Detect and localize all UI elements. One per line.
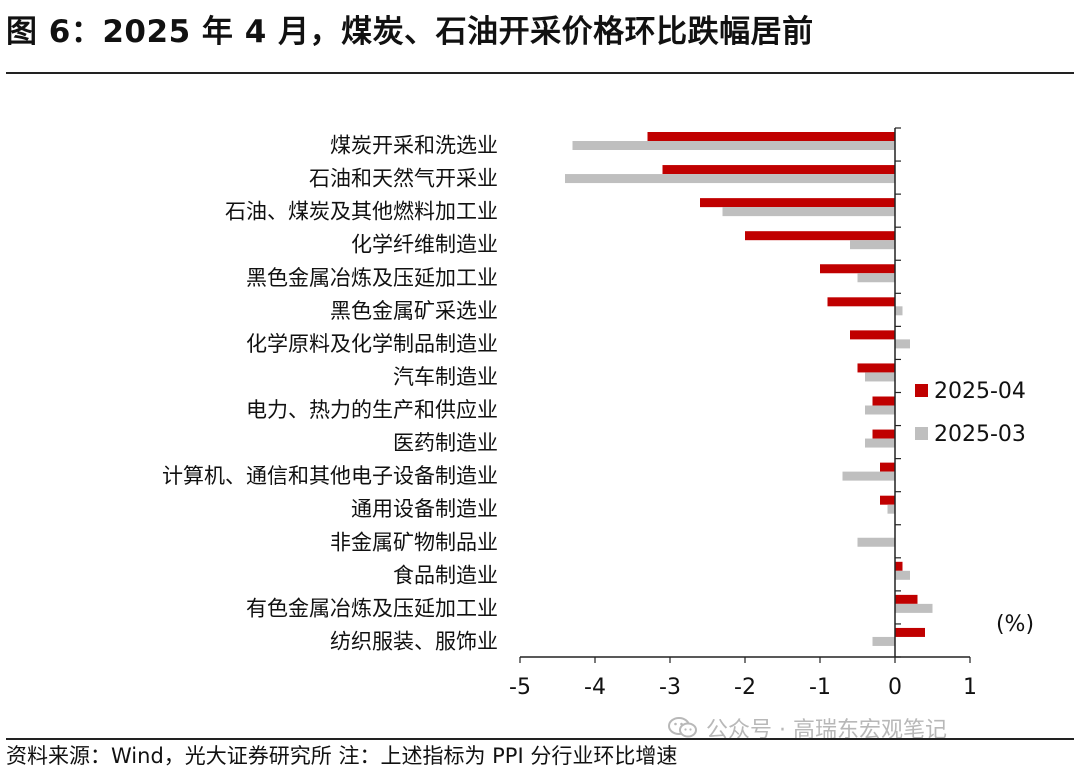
bar-2025-03 bbox=[850, 240, 895, 250]
bar-2025-03 bbox=[722, 207, 895, 217]
bar-2025-04 bbox=[880, 462, 895, 472]
category-label: 化学纤维制造业 bbox=[351, 233, 498, 257]
bar-2025-04 bbox=[745, 231, 895, 241]
bar-2025-04 bbox=[850, 330, 895, 340]
bar-2025-04 bbox=[895, 561, 903, 571]
category-label: 计算机、通信和其他电子设备制造业 bbox=[162, 464, 498, 488]
category-label: 非金属矿物制品业 bbox=[330, 530, 498, 554]
bar-2025-03 bbox=[865, 405, 895, 415]
category-label: 石油、煤炭及其他燃料加工业 bbox=[225, 200, 498, 224]
bar-2025-03 bbox=[572, 141, 895, 150]
wechat-icon bbox=[668, 716, 698, 740]
legend-swatch bbox=[915, 427, 928, 440]
category-label: 电力、热力的生产和供应业 bbox=[246, 398, 498, 422]
bar-2025-03 bbox=[857, 273, 895, 283]
bar-2025-04 bbox=[895, 594, 918, 604]
bar-2025-04 bbox=[857, 363, 895, 373]
bar-2025-03 bbox=[895, 603, 933, 613]
category-label: 石油和天然气开采业 bbox=[309, 167, 498, 191]
category-label: 食品制造业 bbox=[393, 563, 498, 587]
x-tick-label: -1 bbox=[809, 675, 831, 700]
x-tick-label: -5 bbox=[509, 675, 531, 700]
bar-2025-04 bbox=[827, 297, 895, 307]
category-label: 纺织服装、服饰业 bbox=[330, 629, 498, 653]
bar-2025-04 bbox=[700, 198, 895, 208]
legend-label: 2025-04 bbox=[934, 379, 1026, 404]
x-tick-label: -3 bbox=[659, 675, 681, 700]
bar-2025-03 bbox=[842, 471, 895, 481]
category-label: 通用设备制造业 bbox=[351, 497, 498, 521]
bar-2025-03 bbox=[865, 372, 895, 382]
category-label: 煤炭开采和洗选业 bbox=[330, 134, 498, 158]
bar-2025-04 bbox=[662, 165, 895, 175]
x-tick-label: -4 bbox=[584, 675, 606, 700]
category-label: 有色金属冶炼及压延加工业 bbox=[246, 596, 498, 620]
bar-2025-03 bbox=[895, 570, 910, 580]
bar-2025-04 bbox=[872, 396, 895, 406]
bar-2025-04 bbox=[880, 495, 895, 505]
unit-label: (%) bbox=[996, 612, 1034, 637]
bar-2025-03 bbox=[865, 438, 895, 448]
bar-2025-04 bbox=[820, 264, 895, 274]
legend-label: 2025-03 bbox=[934, 422, 1026, 447]
bar-2025-03 bbox=[857, 537, 895, 547]
figure-title: 图 6：2025 年 4 月，煤炭、石油开采价格环比跌幅居前 bbox=[6, 14, 814, 50]
title-rule bbox=[6, 72, 1074, 74]
category-label: 医药制造业 bbox=[393, 431, 498, 455]
bar-2025-04 bbox=[647, 132, 895, 141]
category-label: 黑色金属矿采选业 bbox=[330, 299, 498, 323]
x-tick-label: -2 bbox=[734, 675, 756, 700]
bar-2025-04 bbox=[895, 627, 925, 637]
bar-2025-03 bbox=[565, 174, 895, 184]
bar-2025-03 bbox=[895, 306, 903, 316]
bar-2025-03 bbox=[872, 636, 895, 646]
category-label: 化学原料及化学制品制造业 bbox=[246, 332, 498, 356]
x-tick-label: 0 bbox=[888, 675, 902, 700]
bar-2025-03 bbox=[887, 504, 895, 514]
bar-2025-04 bbox=[872, 429, 895, 439]
category-label: 黑色金属冶炼及压延加工业 bbox=[246, 266, 498, 290]
category-label: 汽车制造业 bbox=[393, 365, 498, 389]
source-note: 资料来源：Wind，光大证券研究所 注：上述指标为 PPI 分行业环比增速 bbox=[6, 744, 678, 768]
bar-2025-03 bbox=[895, 339, 910, 349]
x-tick-label: 1 bbox=[963, 675, 977, 700]
source-rule bbox=[6, 738, 1074, 740]
legend-swatch bbox=[915, 384, 928, 397]
